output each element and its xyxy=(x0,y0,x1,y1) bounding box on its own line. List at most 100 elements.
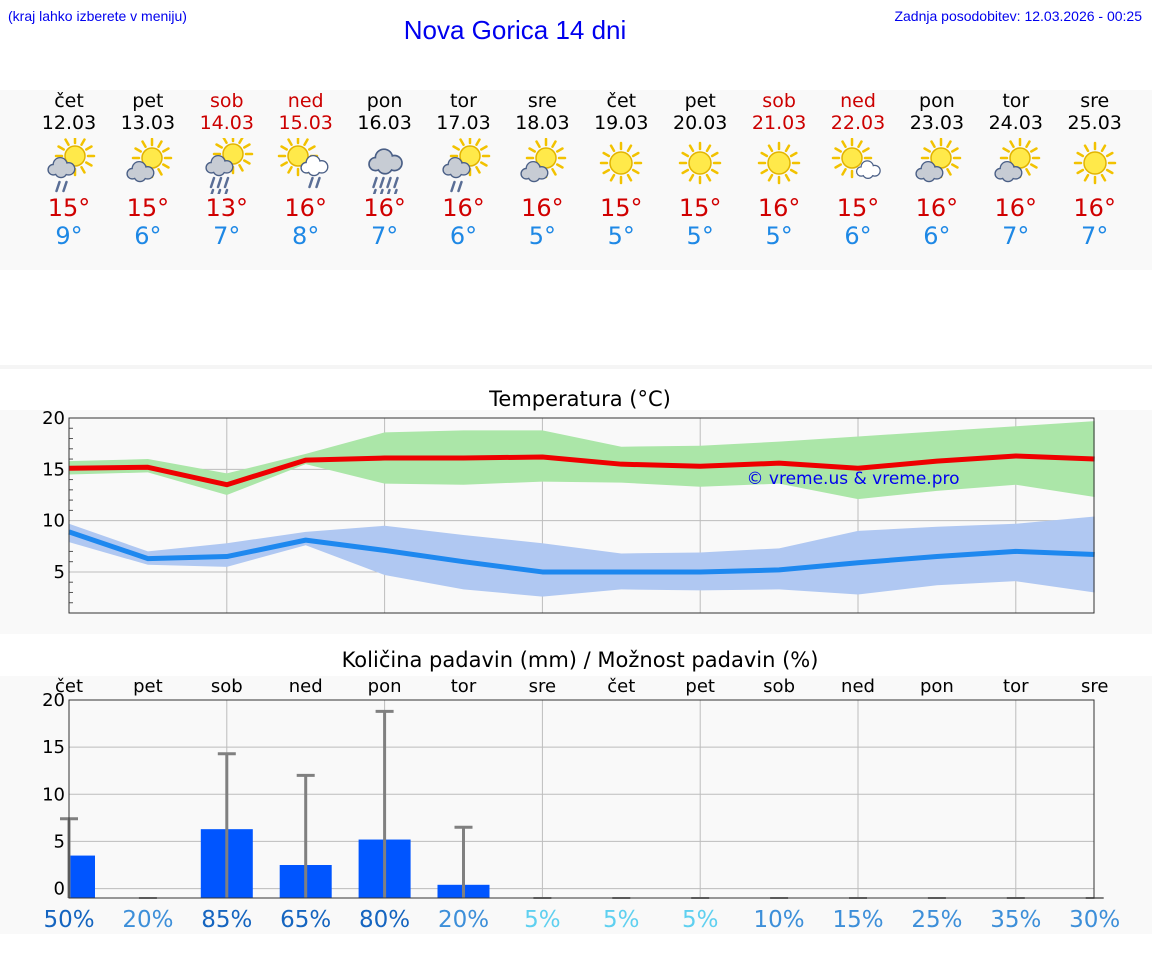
max-temperature: 16° xyxy=(442,194,485,222)
x-tick-label: pon xyxy=(368,676,402,697)
min-temperature: 6° xyxy=(134,222,162,250)
x-tick-label: pon xyxy=(920,676,954,697)
day-date: 17.03 xyxy=(436,112,491,134)
day-name: sob xyxy=(210,90,244,112)
day-date: 15.03 xyxy=(278,112,333,134)
watermark: © vreme.us & vreme.pro xyxy=(746,469,959,489)
precip-probability: 20% xyxy=(438,907,489,933)
day-name: tor xyxy=(450,90,477,112)
day-name: čet xyxy=(606,90,637,112)
day-name: pet xyxy=(132,90,164,112)
sun-cloud-rain-icon xyxy=(441,138,490,193)
x-tick-label: tor xyxy=(1003,676,1029,697)
y-tick-label: 20 xyxy=(42,410,65,429)
temperature-chart: 5 10 15 20 © vreme.us & vreme.pro xyxy=(42,410,1095,614)
max-temperature: 16° xyxy=(994,194,1038,222)
day-column: ned 15.03 16° 8° xyxy=(266,90,346,250)
sun-cloud-rain-icon xyxy=(47,138,96,193)
day-date: 13.03 xyxy=(120,112,176,134)
min-temperature: 5° xyxy=(686,222,714,250)
max-temperature: 15° xyxy=(126,194,170,222)
max-temperature: 16° xyxy=(363,194,406,222)
day-date: 20.03 xyxy=(672,112,728,134)
day-column: tor 17.03 16° 6° xyxy=(424,90,504,250)
day-column: sob 14.03 13° 7° xyxy=(187,90,267,250)
day-column: sre 18.03 16° 5° xyxy=(502,90,582,250)
page-title: Nova Gorica 14 dni xyxy=(403,15,627,45)
day-column: pet 20.03 15° 5° xyxy=(660,90,740,250)
series-line-max xyxy=(68,453,1095,488)
max-temperature: 15° xyxy=(836,194,880,222)
min-temperature: 8° xyxy=(292,222,320,250)
min-temperature: 6° xyxy=(923,222,951,250)
day-date: 22.03 xyxy=(830,112,886,134)
days-panel xyxy=(0,90,1152,270)
day-column: čet 19.03 15° 5° xyxy=(581,90,661,250)
min-temperature: 7° xyxy=(213,222,241,250)
day-name: ned xyxy=(287,90,324,112)
precip-probability: 50% xyxy=(43,907,94,933)
max-temperature: 15° xyxy=(678,194,722,222)
day-name: pon xyxy=(919,90,955,112)
day-date: 21.03 xyxy=(751,112,807,134)
sun-icon xyxy=(600,141,643,185)
y-tick-label: 10 xyxy=(42,784,65,805)
day-name: sre xyxy=(527,90,557,112)
max-temperature: 16° xyxy=(284,194,327,222)
day-name: sre xyxy=(1080,90,1110,112)
sun-white-cloud-rain-icon xyxy=(277,138,329,189)
precip-probability: 10% xyxy=(754,907,805,933)
day-date: 16.03 xyxy=(357,112,412,134)
precip-probability: 15% xyxy=(832,907,883,933)
day-column: pon 16.03 16° 7° xyxy=(345,90,425,250)
day-column: čet 12.03 15° 9° xyxy=(29,90,109,250)
max-temperature: 16° xyxy=(1073,194,1116,222)
cloud-heavy-rain-icon xyxy=(367,148,403,194)
y-tick-label: 20 xyxy=(42,690,65,711)
sun-cloud-icon xyxy=(520,138,567,183)
divider xyxy=(0,365,1152,369)
day-name: pet xyxy=(684,90,716,112)
day-name: sob xyxy=(762,90,796,112)
precip-probability: 5% xyxy=(603,907,640,933)
sun-icon xyxy=(757,141,801,185)
day-name: tor xyxy=(1002,90,1030,112)
min-temperature: 7° xyxy=(1002,222,1030,250)
precip-probability: 65% xyxy=(280,907,331,933)
day-date: 19.03 xyxy=(594,112,649,134)
day-date: 18.03 xyxy=(515,112,570,134)
max-temperature: 16° xyxy=(915,194,959,222)
min-temperature: 6° xyxy=(449,222,478,250)
min-temperature: 5° xyxy=(528,222,557,250)
precip-probability: 5% xyxy=(524,907,561,933)
precipitation-chart-title: Količina padavin (mm) / Možnost padavin … xyxy=(341,648,819,672)
max-temperature: 16° xyxy=(757,194,801,222)
min-temperature: 5° xyxy=(765,222,793,250)
plot-frame xyxy=(68,417,1095,614)
x-tick-label: ned xyxy=(289,676,323,697)
x-tick-label: ned xyxy=(841,676,875,697)
precip-probability: 80% xyxy=(359,907,410,933)
sun-cloud-icon xyxy=(994,138,1041,183)
min-temperature: 9° xyxy=(55,222,83,250)
day-name: pon xyxy=(366,90,403,112)
max-temperature: 13° xyxy=(205,194,249,222)
x-tick-label: sob xyxy=(211,676,243,697)
day-date: 12.03 xyxy=(41,112,97,134)
x-tick-label: sre xyxy=(529,676,556,697)
series-band-min xyxy=(69,516,1095,597)
precip-bar xyxy=(69,855,95,898)
day-name: ned xyxy=(840,90,876,112)
min-temperature: 6° xyxy=(844,222,872,250)
day-column: sob 21.03 16° 5° xyxy=(739,90,819,250)
max-temperature: 16° xyxy=(521,194,564,222)
series-line-min xyxy=(68,529,1095,575)
sun-cloud-icon xyxy=(126,138,173,183)
x-tick-label: tor xyxy=(451,676,477,697)
x-tick-label: pet xyxy=(133,676,163,697)
precip-probability: 35% xyxy=(990,907,1041,933)
last-updated: Zadnja posodobitev: 12.03.2026 - 00:25 xyxy=(894,8,1142,24)
sun-cloud-icon xyxy=(915,138,962,183)
location-hint-link[interactable]: (kraj lahko izberete v meniju) xyxy=(8,8,187,24)
day-date: 14.03 xyxy=(199,112,254,134)
